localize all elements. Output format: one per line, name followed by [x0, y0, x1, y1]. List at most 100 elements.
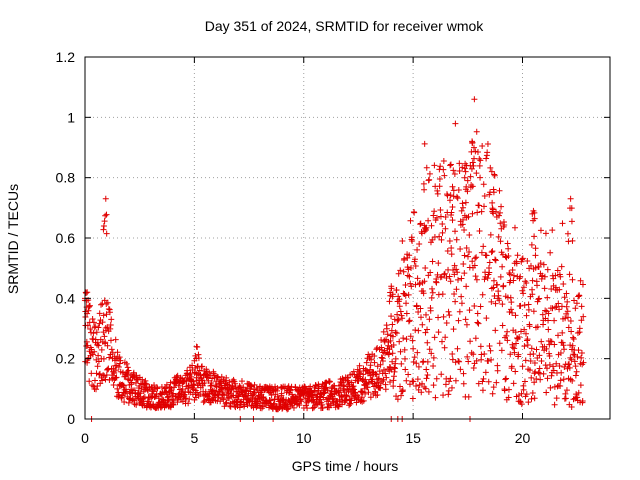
data-point	[511, 349, 518, 356]
data-point	[520, 386, 527, 393]
data-point	[236, 404, 243, 411]
data-point	[462, 168, 469, 175]
data-point	[410, 378, 417, 385]
data-point	[561, 294, 568, 301]
data-point	[530, 351, 537, 358]
data-point	[96, 370, 103, 377]
data-point	[387, 337, 394, 344]
data-point	[456, 308, 463, 315]
data-point	[421, 228, 428, 235]
data-point	[435, 260, 442, 267]
data-point	[98, 346, 105, 353]
data-point	[477, 174, 484, 181]
data-point	[101, 218, 108, 225]
data-point	[544, 266, 551, 273]
data-point	[448, 251, 455, 258]
data-point	[455, 317, 462, 324]
data-point	[400, 335, 407, 342]
data-point	[102, 339, 109, 346]
data-point	[464, 253, 471, 260]
data-point	[441, 172, 448, 179]
data-point	[363, 359, 370, 366]
data-point	[298, 398, 305, 405]
data-point	[414, 376, 421, 383]
data-point	[284, 406, 291, 413]
data-point	[448, 244, 455, 251]
data-point	[106, 354, 113, 361]
data-point	[373, 371, 380, 378]
data-point	[558, 263, 565, 270]
data-point	[452, 359, 459, 366]
data-point	[439, 338, 445, 345]
data-point	[398, 312, 405, 319]
data-point	[448, 211, 455, 218]
data-point	[470, 364, 477, 371]
data-point	[379, 378, 386, 385]
data-point	[564, 298, 571, 305]
data-point	[539, 272, 546, 279]
data-point	[536, 365, 543, 372]
data-point	[179, 386, 186, 393]
data-point	[389, 350, 396, 357]
data-point	[424, 371, 431, 378]
ticks-layer: 0 0.2 0.4 0.6 0.8 1 1.2 0 5 10 15 20	[56, 49, 610, 446]
data-point	[447, 192, 454, 199]
data-point	[490, 277, 497, 284]
data-point	[514, 252, 521, 259]
data-point	[362, 376, 369, 383]
data-point	[103, 230, 110, 237]
data-point	[460, 380, 467, 387]
data-point	[413, 302, 420, 309]
x-tick-label: 10	[296, 430, 312, 446]
data-point	[474, 319, 481, 326]
data-point	[505, 245, 512, 252]
data-point	[422, 311, 429, 318]
data-point	[94, 382, 101, 389]
data-point	[463, 244, 470, 251]
data-point	[571, 358, 578, 365]
data-point	[476, 155, 483, 162]
data-point	[570, 335, 577, 342]
data-point	[95, 352, 102, 359]
data-point	[497, 220, 504, 227]
data-point	[390, 377, 397, 384]
data-point	[504, 337, 511, 344]
data-point	[523, 312, 530, 319]
data-point	[443, 375, 450, 382]
data-point	[198, 377, 205, 384]
data-point	[278, 385, 285, 392]
data-point	[395, 270, 402, 277]
data-point	[443, 319, 450, 326]
data-point	[223, 374, 230, 381]
data-point	[326, 378, 333, 385]
data-point	[440, 392, 447, 399]
data-point	[154, 385, 161, 392]
data-point	[455, 186, 462, 193]
data-point	[108, 346, 115, 353]
data-point	[521, 343, 528, 350]
data-point	[552, 272, 559, 279]
data-point	[534, 282, 541, 289]
data-point	[384, 331, 391, 338]
data-point	[416, 281, 423, 288]
data-point	[392, 355, 399, 362]
data-point	[92, 323, 99, 330]
data-point	[543, 345, 550, 352]
x-tick-label: 20	[515, 430, 531, 446]
data-point	[413, 360, 420, 367]
data-point	[278, 390, 285, 397]
data-point	[186, 396, 193, 403]
data-point	[539, 311, 546, 318]
data-point	[392, 360, 399, 367]
data-point	[528, 374, 535, 381]
data-point	[399, 387, 406, 394]
data-point	[533, 375, 540, 382]
data-point	[507, 351, 514, 358]
data-point	[393, 287, 400, 294]
data-point	[532, 252, 539, 259]
data-point	[397, 348, 404, 355]
data-point	[379, 355, 386, 362]
data-point	[456, 168, 463, 175]
data-point	[452, 228, 459, 235]
data-point	[367, 394, 374, 401]
